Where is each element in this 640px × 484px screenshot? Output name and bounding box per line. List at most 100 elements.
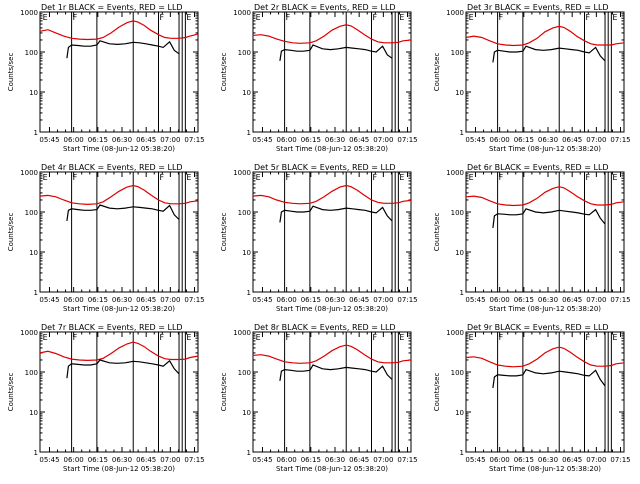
x-tick-label: 05:45 (465, 296, 485, 304)
interval-flag-label: F (73, 173, 78, 182)
y-axis-label: Counts/sec (433, 53, 441, 92)
x-tick-label: 07:15 (610, 296, 630, 304)
x-tick-label: 06:45 (562, 296, 582, 304)
interval-flag-label: E (399, 13, 404, 22)
plot-frame (252, 331, 412, 453)
interval-flag-label: E (186, 13, 191, 22)
x-tick-label: 05:45 (252, 136, 272, 144)
x-tick-label: 07:15 (184, 136, 204, 144)
x-tick-label: 06:30 (112, 296, 132, 304)
x-tick-label: 06:00 (64, 296, 84, 304)
x-tick-label: 06:00 (490, 456, 510, 464)
x-tick-label: 06:15 (88, 296, 108, 304)
y-tick-label: 100 (451, 49, 464, 57)
interval-flag-label: F (586, 173, 591, 182)
chart-panel-2: Det 2r BLACK = Events, RED = LLD 1 10 100 10… (213, 0, 426, 160)
plot-frame (252, 11, 412, 133)
x-axis-label: Start Time (08-Jun-12 05:38:20) (489, 465, 601, 473)
lld-series-line (465, 186, 625, 207)
plot-frame (252, 171, 412, 293)
interval-flag-label: F (160, 173, 165, 182)
interval-flag-label: E (256, 333, 261, 342)
chart-title: Det 1r BLACK = Events, RED = LLD (41, 3, 183, 12)
x-tick-label: 07:15 (184, 296, 204, 304)
events-series-line (492, 208, 606, 228)
y-axis-label: Counts/sec (220, 53, 228, 92)
events-series-line (66, 204, 180, 221)
interval-flag-label: F (499, 333, 504, 342)
interval-flag-label: F (373, 173, 378, 182)
y-tick-label: 1 (460, 449, 464, 457)
lld-series-line (39, 20, 199, 41)
interval-flag-label: F (373, 333, 378, 342)
interval-flag-label: F (73, 13, 78, 22)
x-axis-label: Start Time (08-Jun-12 05:38:20) (276, 145, 388, 153)
y-tick-label: 100 (451, 369, 464, 377)
lld-series-line (252, 24, 412, 44)
y-tick-label: 1000 (233, 169, 251, 177)
interval-flag-label: E (612, 173, 617, 182)
x-tick-label: 06:30 (538, 296, 558, 304)
x-tick-label: 07:00 (160, 296, 180, 304)
x-tick-label: 07:00 (586, 136, 606, 144)
y-tick-label: 10 (29, 409, 38, 417)
x-tick-label: 07:15 (397, 136, 417, 144)
y-tick-label: 100 (451, 209, 464, 217)
x-tick-label: 06:45 (349, 136, 369, 144)
events-series-line (66, 40, 180, 59)
x-tick-label: 07:00 (373, 136, 393, 144)
y-tick-label: 1 (247, 129, 251, 137)
x-tick-label: 06:30 (325, 456, 345, 464)
y-tick-label: 10 (455, 249, 464, 257)
chart-panel-4: Det 4r BLACK = Events, RED = LLD 1 10 100 10… (0, 160, 213, 320)
x-tick-label: 06:30 (538, 136, 558, 144)
y-axis-label: Counts/sec (433, 213, 441, 252)
x-tick-label: 05:45 (39, 296, 59, 304)
y-tick-label: 10 (242, 89, 251, 97)
lld-series-line (465, 346, 625, 368)
x-tick-label: 06:00 (64, 456, 84, 464)
plot-frame (465, 11, 625, 133)
events-series-line (279, 44, 393, 61)
x-tick-label: 06:30 (325, 296, 345, 304)
x-tick-label: 06:15 (301, 136, 321, 144)
y-tick-label: 100 (25, 209, 38, 217)
interval-flag-label: F (286, 13, 291, 22)
chart-title: Det 6r BLACK = Events, RED = LLD (467, 163, 609, 172)
y-tick-label: 100 (25, 369, 38, 377)
y-tick-label: 1000 (20, 9, 38, 17)
y-tick-label: 100 (238, 209, 251, 217)
interval-flag-label: F (373, 13, 378, 22)
x-tick-label: 07:00 (586, 456, 606, 464)
x-tick-label: 07:00 (373, 456, 393, 464)
x-tick-label: 06:45 (562, 456, 582, 464)
chart-svg: Det 2r BLACK = Events, RED = LLD 1 10 100 10… (220, 3, 418, 153)
y-tick-label: 1000 (233, 329, 251, 337)
x-tick-label: 06:00 (277, 136, 297, 144)
chart-svg: Det 7r BLACK = Events, RED = LLD 1 10 100 10… (7, 323, 205, 473)
interval-flag-label: E (612, 333, 617, 342)
x-tick-label: 06:00 (64, 136, 84, 144)
x-tick-label: 07:15 (184, 456, 204, 464)
x-tick-label: 05:45 (39, 136, 59, 144)
y-tick-label: 1000 (20, 329, 38, 337)
x-axis-label: Start Time (08-Jun-12 05:38:20) (276, 465, 388, 473)
y-tick-label: 1000 (233, 9, 251, 17)
y-tick-label: 10 (29, 89, 38, 97)
x-tick-label: 06:15 (514, 136, 534, 144)
interval-flag-label: F (586, 13, 591, 22)
y-tick-label: 1 (247, 289, 251, 297)
y-tick-label: 10 (242, 249, 251, 257)
y-tick-label: 10 (29, 249, 38, 257)
y-tick-label: 1000 (20, 169, 38, 177)
events-series-line (492, 45, 606, 63)
events-series-line (492, 368, 606, 388)
y-axis-label: Counts/sec (7, 213, 15, 252)
interval-flag-label: E (399, 333, 404, 342)
y-tick-label: 100 (238, 49, 251, 57)
y-tick-label: 10 (455, 89, 464, 97)
x-tick-label: 07:00 (586, 296, 606, 304)
chart-svg: Det 9r BLACK = Events, RED = LLD 1 10 100 10… (433, 323, 631, 473)
lld-series-line (39, 184, 199, 206)
